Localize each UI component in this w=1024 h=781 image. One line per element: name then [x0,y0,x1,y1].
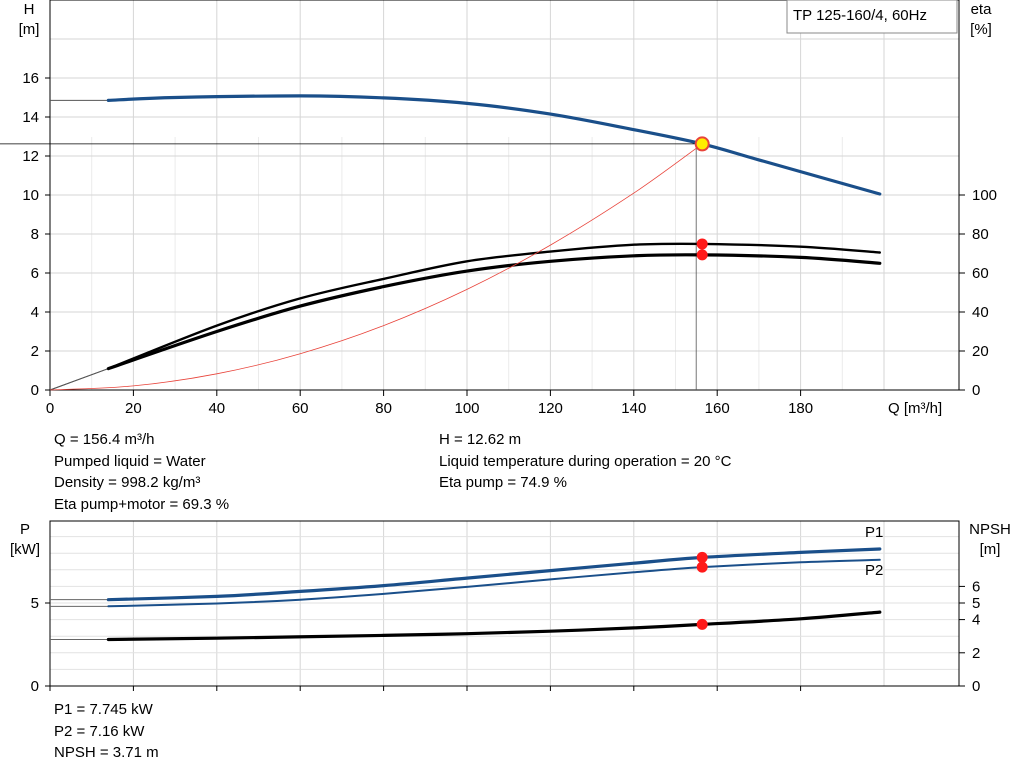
x-tick-label: 100 [454,400,479,417]
y-right-tick-label: 40 [972,304,989,321]
info-head: H = 12.62 m [439,431,522,448]
x-tick-label: 160 [705,400,730,417]
x-tick-label: 60 [292,400,309,417]
marker-eta-pump-motor [696,249,708,261]
y-right-tick-label: 80 [972,226,989,243]
y-right-tick-label: 60 [972,265,989,282]
marker-p2 [696,561,708,573]
chart-title: TP 125-160/4, 60Hz [793,7,927,24]
y-left-tick-label: 2 [31,343,39,360]
info-bottom: P1 = 7.745 kW P2 = 7.16 kW NPSH = 3.71 m [54,699,159,764]
series-p1-curve [106,547,882,602]
y-left-tick-label: 10 [22,187,39,204]
info-pumped-liquid: Pumped liquid = Water [54,452,206,470]
y-right-tick-label: 0 [972,382,980,399]
y-right-tick-label: 20 [972,343,989,360]
series-system-curve [49,143,703,391]
x-tick-label: 20 [125,400,142,417]
y-right-tick-label-lower: 4 [972,612,980,629]
series-npsh-curve [106,610,882,642]
y-right-tick-label-lower: 0 [972,678,980,695]
info-eta-pump: Eta pump = 74.9 % [439,474,567,491]
y-left-tick-label: 8 [31,226,39,243]
info-p1: P1 = 7.745 kW [54,701,153,718]
y-right-axis-unit: [%] [970,21,992,38]
series-efficiency-curve-lower-lead [49,368,109,391]
y-left-tick-label: 12 [22,148,39,165]
info-eta-pump-motor: Eta pump+motor = 69.3 % [54,495,230,513]
x-tick-label: 140 [621,400,646,417]
y-right-tick-label-lower: 6 [972,578,980,595]
marker-eta-pump [696,238,708,250]
y-left-tick-label-lower: 0 [31,678,39,695]
series-efficiency-curve-upper [107,242,881,370]
y-left-axis-unit-lower: [kW] [10,541,40,558]
info-density: Density = 998.2 kg/m³ [54,474,201,491]
y-right-tick-label: 100 [972,187,997,204]
series-efficiency-curve-lower [106,253,882,371]
y-right-axis-symbol: eta [971,1,993,18]
y-left-axis-symbol: H [24,1,35,18]
x-axis-label: Q [m³/h] [888,400,942,417]
y-right-axis-symbol-lower: NPSH [969,521,1011,538]
x-tick-label: 120 [538,400,563,417]
info-top-left: Q = 156.4 m³/h Pumped liquid = Water Den… [54,429,229,515]
marker-p1 [696,551,708,563]
y-left-tick-label: 0 [31,382,39,399]
duty-point-marker [694,136,710,152]
info-p2: P2 = 7.16 kW [54,722,145,740]
series-label-p2: P2 [865,562,883,579]
marker-npsh [696,618,708,630]
series-label-p1: P1 [865,524,883,541]
y-left-tick-label: 16 [22,70,39,87]
y-right-axis-unit-lower: [m] [980,541,1001,558]
x-tick-label: 180 [788,400,813,417]
series-head-curve [106,94,882,196]
x-tick-label: 0 [46,400,54,417]
x-tick-label: 80 [375,400,392,417]
y-left-tick-label: 14 [22,109,39,126]
info-flow: Q = 156.4 m³/h [54,431,155,448]
y-right-tick-label-lower: 2 [972,645,980,662]
info-top-right: H = 12.62 m Liquid temperature during op… [439,429,731,494]
x-tick-label: 40 [208,400,225,417]
y-left-axis-symbol-lower: P [20,521,30,538]
y-left-tick-label-lower: 5 [31,595,39,612]
info-npsh: NPSH = 3.71 m [54,744,159,761]
info-liquid-temperature: Liquid temperature during operation = 20… [439,452,732,470]
y-left-axis-unit: [m] [19,21,40,38]
y-right-tick-label-lower: 5 [972,595,980,612]
series-p2-curve [107,558,881,608]
y-left-tick-label: 4 [31,304,39,321]
y-left-tick-label: 6 [31,265,39,282]
title-box [786,0,958,34]
